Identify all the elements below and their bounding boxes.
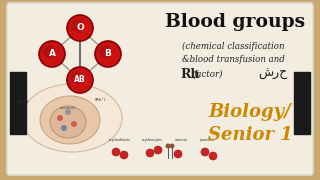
Text: erythrocytes: erythrocytes [141,138,163,142]
Circle shape [71,121,77,127]
Circle shape [201,148,209,156]
Circle shape [165,143,171,148]
Text: Rh: Rh [180,68,199,80]
Text: (chemical classification: (chemical classification [182,41,284,51]
Text: Blood groups: Blood groups [165,13,305,31]
Circle shape [170,143,174,148]
Circle shape [71,19,84,32]
Circle shape [120,151,128,159]
Text: شرح: شرح [259,68,288,80]
Text: B: B [105,50,111,59]
Circle shape [61,125,67,131]
Text: A: A [49,50,55,59]
Circle shape [146,149,154,157]
Text: factor): factor) [194,69,223,78]
Text: antibod: antibod [60,106,76,110]
Ellipse shape [50,106,86,138]
FancyBboxPatch shape [7,3,313,175]
Circle shape [154,146,162,154]
Text: (Rh⁻): (Rh⁻) [18,100,29,104]
Circle shape [67,15,93,41]
Circle shape [95,41,121,67]
Circle shape [174,150,182,158]
Circle shape [67,67,93,93]
Circle shape [112,148,120,156]
Bar [10,72,26,134]
Circle shape [57,115,63,121]
Text: O: O [76,24,84,33]
Circle shape [43,45,56,58]
Text: Senior 1: Senior 1 [208,126,292,144]
Text: Biology/: Biology/ [209,103,292,121]
Bar [294,72,310,134]
Text: anemia: anemia [175,138,188,142]
Circle shape [39,41,65,67]
Text: erythroblasts: erythroblasts [109,138,131,142]
Circle shape [65,109,71,115]
Ellipse shape [40,96,100,144]
Text: (Rh⁺): (Rh⁺) [95,98,106,102]
Circle shape [71,71,84,84]
Text: AB: AB [74,75,86,84]
Circle shape [209,152,217,160]
Ellipse shape [22,84,122,152]
Text: &blood transfusion and: &blood transfusion and [182,55,284,64]
Circle shape [99,45,112,58]
Text: jaundice: jaundice [200,138,214,142]
